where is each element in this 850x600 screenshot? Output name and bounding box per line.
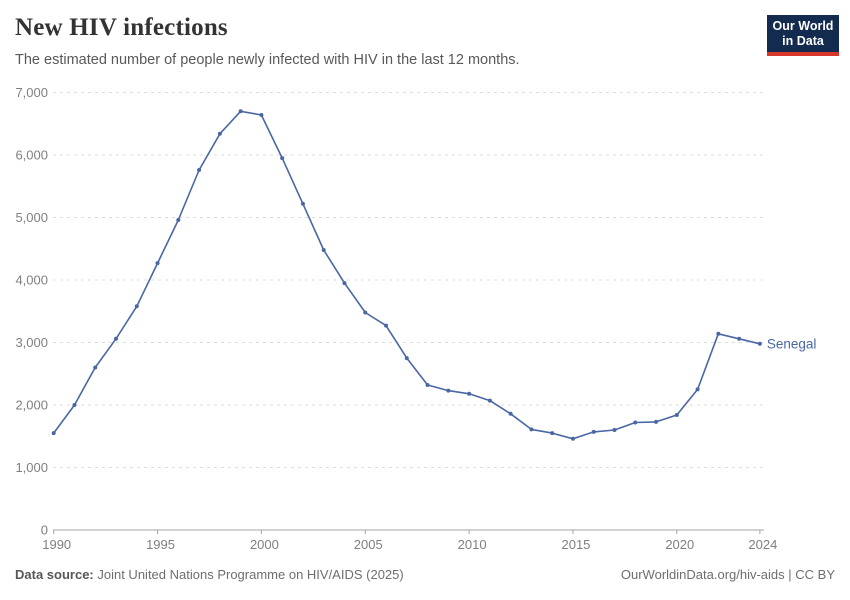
data-point[interactable] (591, 429, 596, 434)
page-title: New HIV infections (15, 14, 228, 41)
data-point[interactable] (446, 388, 451, 393)
data-point[interactable] (425, 383, 430, 387)
data-point[interactable] (72, 403, 77, 407)
data-point[interactable] (508, 411, 513, 416)
data-point[interactable] (695, 387, 700, 392)
data-point[interactable] (238, 109, 243, 114)
data-point[interactable] (654, 419, 659, 424)
series-label[interactable]: Senegal (767, 336, 817, 351)
x-tick-label: 2010 (458, 537, 487, 552)
y-tick-label: 1,000 (15, 460, 48, 475)
data-point[interactable] (529, 427, 534, 432)
data-point[interactable] (197, 168, 202, 172)
x-tick-label: 2015 (561, 537, 590, 552)
data-point[interactable] (134, 304, 139, 309)
data-point[interactable] (737, 336, 742, 341)
y-tick-label: 4,000 (15, 273, 48, 288)
data-point[interactable] (384, 323, 389, 328)
data-point[interactable] (757, 341, 762, 346)
x-tick-label: 1995 (146, 537, 175, 552)
chart-footer: Data source: Joint United Nations Progra… (15, 567, 835, 582)
data-point[interactable] (550, 431, 555, 436)
data-source-note: Data source: Joint United Nations Progra… (15, 567, 404, 582)
data-point[interactable] (487, 398, 492, 403)
y-tick-label: 3,000 (15, 335, 48, 350)
y-tick-label: 5,000 (15, 210, 48, 225)
x-tick-label: 2005 (354, 537, 383, 552)
data-point[interactable] (363, 310, 368, 315)
data-point[interactable] (176, 218, 181, 222)
x-tick-label: 2024 (748, 537, 777, 552)
y-tick-label: 6,000 (15, 148, 48, 163)
page-subtitle: The estimated number of people newly inf… (15, 52, 520, 68)
series-line[interactable] (52, 110, 761, 440)
license-link[interactable]: OurWorldinData.org/hiv-aids | CC BY (620, 567, 835, 582)
y-tick-label: 2,000 (15, 398, 48, 413)
data-point[interactable] (217, 131, 222, 136)
y-tick-label: 7,000 (15, 85, 48, 100)
data-point[interactable] (342, 281, 347, 286)
owid-logo-line2: in Data (782, 34, 824, 48)
data-point[interactable] (467, 391, 472, 396)
data-point[interactable] (633, 420, 638, 425)
data-point[interactable] (114, 336, 119, 341)
data-source-text: Joint United Nations Programme on HIV/AI… (93, 567, 404, 582)
data-point[interactable] (51, 431, 56, 436)
data-point[interactable] (321, 248, 326, 252)
data-source-label: Data source: (15, 567, 94, 582)
data-point[interactable] (300, 201, 305, 206)
data-point[interactable] (259, 113, 264, 117)
data-point[interactable] (716, 331, 721, 336)
data-point[interactable] (674, 413, 679, 417)
data-point[interactable] (612, 428, 617, 432)
y-tick-label: 0 (41, 523, 48, 538)
data-point[interactable] (93, 365, 98, 370)
data-point[interactable] (404, 356, 409, 361)
owid-logo[interactable]: Our World in Data (767, 15, 839, 56)
owid-logo-line1: Our World (772, 19, 834, 33)
x-tick-label: 2000 (250, 537, 279, 552)
x-tick-label: 2020 (665, 537, 694, 552)
x-tick-label: 1990 (42, 537, 71, 552)
data-point[interactable] (570, 436, 575, 441)
data-point[interactable] (155, 261, 160, 266)
data-point[interactable] (280, 156, 285, 161)
